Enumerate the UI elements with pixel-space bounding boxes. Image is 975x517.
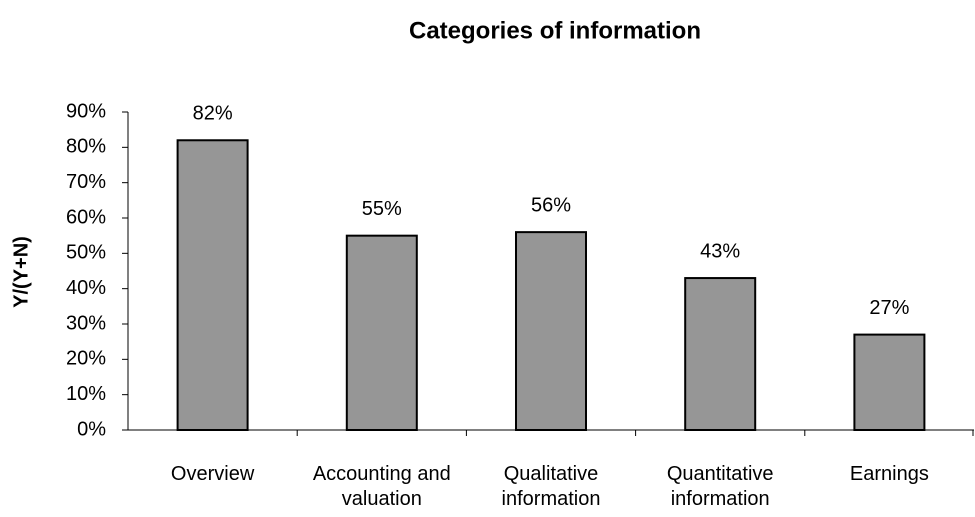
y-axis-label: Y/(Y+N)	[10, 236, 32, 308]
y-tick-label: 90%	[66, 100, 106, 122]
data-label: 55%	[362, 198, 402, 220]
bar	[684, 277, 757, 432]
data-label: 27%	[869, 297, 909, 319]
data-label: 43%	[700, 240, 740, 262]
x-tick-label: Earnings	[849, 463, 929, 485]
x-tick-label: Qualitative information	[501, 463, 601, 510]
bar	[176, 139, 249, 431]
bar	[853, 333, 926, 432]
x-tick-label: Overview	[170, 463, 255, 485]
y-tick-label: 0%	[77, 418, 106, 440]
data-label: 82%	[193, 103, 233, 125]
y-tick-label: 20%	[66, 348, 106, 370]
y-tick-label: 80%	[66, 136, 106, 158]
bar	[345, 234, 418, 431]
y-tick-label: 30%	[66, 312, 106, 334]
y-tick-label: 60%	[66, 206, 106, 228]
data-label: 56%	[531, 194, 571, 216]
y-tick-label: 40%	[66, 277, 106, 299]
bar	[515, 231, 587, 431]
y-tick-label: 10%	[66, 383, 106, 405]
x-tick-label: Accounting and valuation	[312, 463, 451, 510]
chart-title: Categories of information	[409, 17, 701, 44]
x-tick-label: Quantitative information	[666, 463, 774, 510]
y-tick-label: 50%	[66, 242, 106, 264]
y-tick-label: 70%	[66, 171, 106, 193]
